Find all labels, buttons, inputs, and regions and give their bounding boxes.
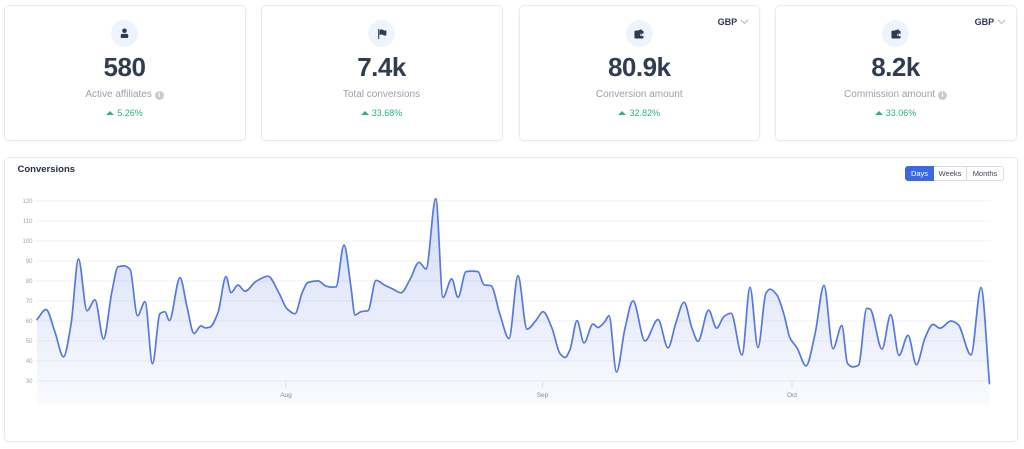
svg-text:40: 40 bbox=[26, 359, 33, 365]
svg-text:30: 30 bbox=[26, 379, 33, 385]
svg-text:50: 50 bbox=[26, 339, 33, 345]
svg-text:100: 100 bbox=[22, 239, 33, 245]
svg-text:120: 120 bbox=[22, 199, 33, 205]
svg-text:60: 60 bbox=[26, 319, 33, 325]
svg-text:70: 70 bbox=[26, 299, 33, 305]
svg-text:90: 90 bbox=[26, 259, 33, 265]
svg-text:80: 80 bbox=[26, 279, 33, 285]
svg-text:110: 110 bbox=[23, 219, 33, 225]
